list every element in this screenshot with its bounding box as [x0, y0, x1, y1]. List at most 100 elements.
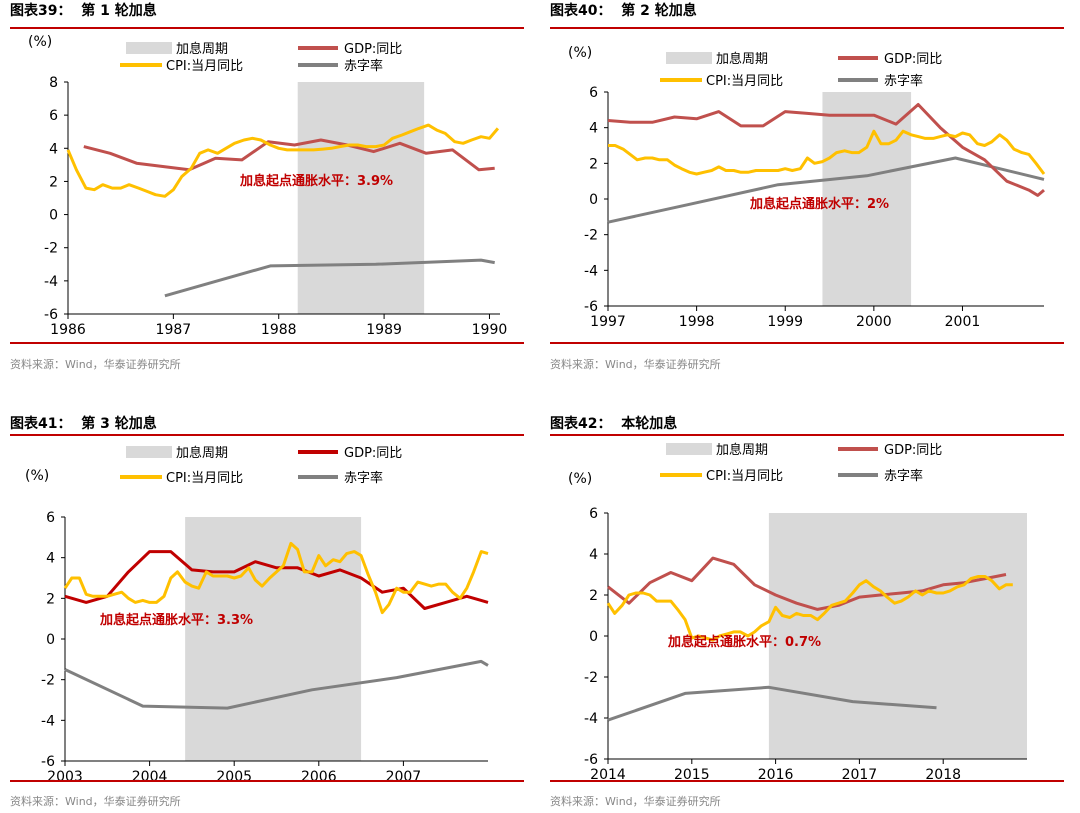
series-line-gdp	[607, 556, 1007, 611]
x-tick-label: 1987	[156, 322, 192, 338]
source-note: 资料来源：Wind，华泰证券研究所	[550, 795, 721, 808]
source-rule	[550, 342, 1064, 344]
y-tick-label: 2	[46, 591, 55, 607]
y-unit-label: (%)	[28, 34, 52, 50]
y-tick-label: -6	[41, 754, 55, 770]
x-tick-label: 1989	[366, 322, 402, 338]
legend-label-cpi: CPI:当月同比	[166, 59, 243, 74]
title-rule	[550, 27, 1064, 29]
title-rule	[10, 27, 524, 29]
legend-swatch-shade	[126, 42, 172, 54]
x-tick-label: 2006	[301, 769, 337, 785]
x-tick-label: 2000	[856, 314, 892, 330]
legend-label-cpi: CPI:当月同比	[166, 471, 243, 486]
source-rule	[10, 780, 524, 782]
y-tick-label: 4	[49, 141, 58, 157]
series-line-gdp	[607, 103, 1045, 197]
x-tick-label: 1998	[679, 314, 715, 330]
y-tick-label: -4	[41, 713, 55, 729]
y-tick-label: 6	[49, 108, 58, 124]
series-line-deficit	[164, 258, 495, 298]
y-tick-label: -2	[584, 670, 598, 686]
legend-label-shade: 加息周期	[716, 51, 768, 67]
series-line-deficit	[607, 156, 1045, 224]
series-line-gdp	[83, 138, 495, 172]
source-note: 资料来源：Wind，华泰证券研究所	[550, 358, 721, 371]
legend-swatch-shade	[666, 443, 712, 455]
series-line-cpi	[63, 541, 489, 615]
y-tick-label: -4	[584, 711, 598, 727]
legend-label-deficit: 赤字率	[344, 470, 383, 486]
x-tick-label: 2014	[590, 767, 626, 783]
legend-label-cpi: CPI:当月同比	[706, 74, 783, 89]
legend-swatch-shade	[126, 446, 172, 458]
series-line-cpi	[66, 123, 500, 198]
legend-label-deficit: 赤字率	[884, 73, 923, 89]
legend-label-gdp: GDP:同比	[344, 446, 402, 461]
legend: 加息周期 GDP:同比 CPI:当月同比 赤字率	[120, 41, 402, 74]
title-rule	[10, 434, 524, 436]
x-tick-label: 2003	[47, 769, 83, 785]
series-line-cpi	[608, 129, 1046, 176]
hike-period-shade	[185, 517, 362, 761]
inflation-annotation: 加息起点通胀水平：2%	[749, 196, 889, 212]
y-tick-label: -4	[584, 263, 598, 279]
y-tick-label: -2	[44, 241, 58, 257]
y-unit-label: (%)	[25, 468, 49, 484]
hike-period-shade	[297, 82, 425, 314]
x-tick-label: 2018	[925, 767, 961, 783]
y-unit-label: (%)	[568, 45, 592, 61]
legend-label-shade: 加息周期	[176, 445, 228, 461]
x-tick-label: 2017	[842, 767, 878, 783]
x-tick-label: 2005	[216, 769, 252, 785]
x-tick-label: 1988	[261, 322, 297, 338]
x-tick-label: 1990	[472, 322, 508, 338]
y-tick-label: -6	[44, 307, 58, 323]
legend: 加息周期 GDP:同比 CPI:当月同比 赤字率	[660, 51, 942, 89]
y-tick-label: 0	[589, 192, 598, 208]
hike-period-shade	[768, 513, 1027, 759]
source-rule	[10, 342, 524, 344]
chart-title: 图表42： 本轮加息	[550, 416, 678, 432]
legend-label-gdp: GDP:同比	[344, 42, 402, 57]
y-tick-label: 0	[49, 208, 58, 224]
y-tick-label: 2	[49, 174, 58, 190]
y-tick-label: 0	[589, 629, 598, 645]
y-tick-label: 4	[46, 551, 55, 567]
y-tick-label: 8	[49, 75, 58, 91]
legend-label-gdp: GDP:同比	[884, 443, 942, 458]
series-line-deficit	[64, 659, 489, 710]
x-tick-label: 1997	[590, 314, 626, 330]
x-tick-label: 1986	[50, 322, 86, 338]
inflation-annotation: 加息起点通胀水平：3.3%	[99, 612, 253, 628]
y-tick-label: -4	[44, 274, 58, 290]
line-chart: -6 -4 -2 0 2 4 6 2003 2004 2005 2006 2007 (%) 加息起点通胀水…	[25, 445, 489, 785]
legend-label-deficit: 赤字率	[344, 58, 383, 74]
series-line-deficit	[607, 685, 937, 722]
hike-period-shade	[822, 92, 912, 306]
line-chart: -6 -4 -2 0 2 4 6 8 1986 1987 1988 1989 1990 (%) 加息起点通胀…	[28, 34, 508, 338]
legend-label-gdp: GDP:同比	[884, 52, 942, 67]
x-tick-label: 2004	[132, 769, 168, 785]
y-tick-label: 2	[589, 588, 598, 604]
y-tick-label: -6	[584, 299, 598, 315]
y-tick-label: -6	[584, 752, 598, 768]
x-tick-label: 2015	[674, 767, 710, 783]
series-line-gdp	[64, 550, 489, 610]
line-chart: -6 -4 -2 0 2 4 6 2014 2015 2016 2017 2018 (%) 加息起点通胀水…	[568, 442, 1027, 783]
legend-label-cpi: CPI:当月同比	[706, 469, 783, 484]
x-tick-label: 2001	[945, 314, 981, 330]
y-tick-label: 0	[46, 632, 55, 648]
x-tick-label: 2007	[386, 769, 422, 785]
inflation-annotation: 加息起点通胀水平：0.7%	[667, 634, 821, 650]
y-tick-label: 6	[589, 506, 598, 522]
y-tick-label: 6	[46, 510, 55, 526]
x-tick-label: 2016	[758, 767, 794, 783]
legend-label-deficit: 赤字率	[884, 468, 923, 484]
source-rule	[550, 780, 1064, 782]
x-tick-label: 1999	[767, 314, 803, 330]
inflation-annotation: 加息起点通胀水平：3.9%	[239, 173, 393, 189]
source-note: 资料来源：Wind，华泰证券研究所	[10, 358, 181, 371]
source-note: 资料来源：Wind，华泰证券研究所	[10, 795, 181, 808]
y-tick-label: 4	[589, 121, 598, 137]
